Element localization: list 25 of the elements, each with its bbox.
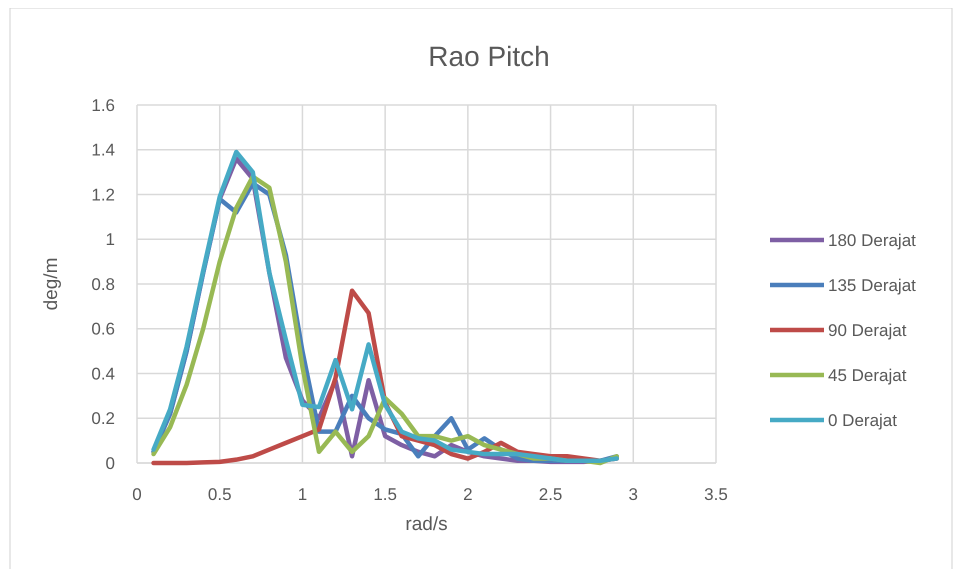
x-axis-title: rad/s	[405, 514, 448, 535]
legend-label: 45 Derajat	[828, 366, 907, 385]
legend-label: 180 Derajat	[828, 230, 916, 250]
x-tick-label: 2	[463, 485, 473, 504]
x-tick-label: 1	[298, 485, 308, 504]
chart-title: Rao Pitch	[428, 41, 550, 72]
y-tick-label: 0	[106, 454, 115, 473]
y-tick-label: 1.2	[91, 185, 115, 204]
legend-label: 0 Derajat	[828, 410, 898, 430]
x-tick-label: 2.5	[538, 485, 562, 504]
y-tick-label: 1	[106, 230, 115, 250]
y-tick-label: 0.8	[91, 274, 115, 294]
x-tick-label: 0.5	[208, 485, 232, 504]
y-tick-label: 1.6	[91, 96, 115, 115]
y-axis-title: deg/m	[41, 258, 62, 310]
y-tick-label: 0.6	[91, 320, 115, 339]
y-tick-label: 0.4	[91, 364, 115, 384]
x-tick-label: 1.5	[373, 485, 397, 504]
legend-label: 90 Derajat	[828, 320, 907, 340]
y-tick-label: 0.2	[91, 409, 115, 428]
x-tick-label: 0	[132, 485, 142, 504]
legend-label: 135 Derajat	[828, 276, 916, 295]
x-tick-label: 3.5	[704, 485, 728, 504]
y-tick-label: 1.4	[91, 140, 115, 160]
x-tick-label: 3	[628, 485, 638, 504]
